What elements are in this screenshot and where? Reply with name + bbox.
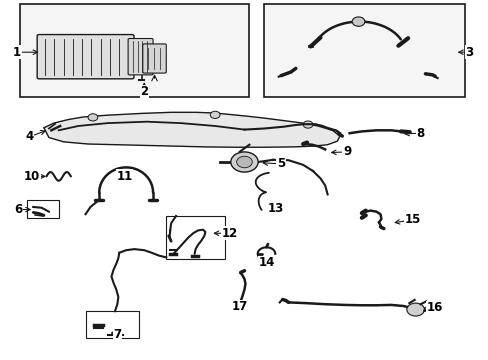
Bar — [20, 4, 249, 97]
Circle shape — [236, 156, 252, 168]
Text: 10: 10 — [23, 170, 40, 183]
FancyBboxPatch shape — [37, 35, 134, 79]
Bar — [27, 200, 59, 218]
Text: 5: 5 — [277, 157, 285, 170]
Bar — [85, 311, 139, 338]
Circle shape — [351, 17, 364, 26]
Circle shape — [230, 152, 258, 172]
Text: 11: 11 — [116, 170, 133, 183]
Circle shape — [210, 111, 220, 118]
Circle shape — [303, 121, 312, 128]
Text: 9: 9 — [343, 145, 350, 158]
Bar — [166, 216, 224, 259]
Text: 15: 15 — [404, 213, 421, 226]
Text: 3: 3 — [465, 46, 472, 59]
Text: 17: 17 — [231, 300, 247, 313]
FancyBboxPatch shape — [142, 44, 166, 73]
Text: 14: 14 — [258, 256, 274, 269]
Text: 8: 8 — [416, 127, 424, 140]
Circle shape — [88, 114, 98, 121]
Text: 6: 6 — [15, 203, 22, 216]
Text: 16: 16 — [426, 301, 443, 314]
Text: 13: 13 — [267, 202, 284, 215]
Circle shape — [406, 303, 424, 316]
Text: 7: 7 — [113, 328, 121, 341]
Text: 2: 2 — [140, 85, 148, 98]
Text: 4: 4 — [25, 130, 33, 143]
Text: 1: 1 — [13, 46, 21, 59]
FancyBboxPatch shape — [128, 39, 153, 75]
Text: 12: 12 — [221, 227, 238, 240]
Polygon shape — [44, 112, 339, 147]
Bar — [264, 4, 464, 97]
